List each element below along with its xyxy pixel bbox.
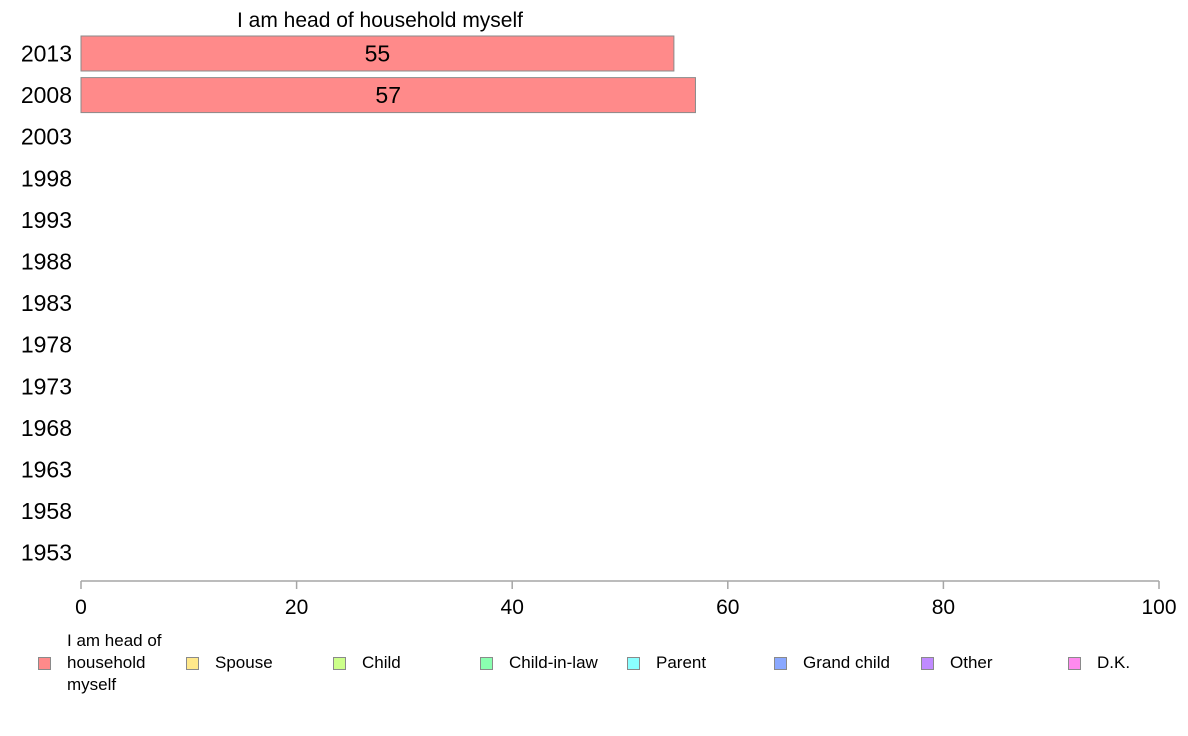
legend-label: Child — [362, 653, 401, 672]
legend-swatch — [627, 656, 640, 670]
y-tick-label-1958: 1958 — [21, 498, 72, 524]
legend-item-dk: D.K. — [1068, 630, 1130, 696]
y-tick-label-1988: 1988 — [21, 249, 72, 275]
legend-swatch — [480, 656, 493, 670]
legend-label: Spouse — [215, 653, 273, 672]
x-tick-label-20: 20 — [285, 596, 308, 619]
legend-swatch — [1068, 656, 1081, 670]
y-tick-label-2003: 2003 — [21, 124, 72, 150]
y-axis-labels: 2013 2008 2003 1998 1993 1988 1983 1978 1973 1968… — [21, 41, 72, 566]
y-tick-label-1963: 1963 — [21, 457, 72, 483]
legend-item-head-of-household: I am head of household myself — [38, 630, 182, 696]
bar-value-labels: 55 57 — [365, 41, 401, 109]
bars — [80, 35, 696, 114]
y-tick-label-2013: 2013 — [21, 41, 72, 67]
x-tick-label-100: 100 — [1141, 596, 1176, 619]
legend-item-child: Child — [333, 630, 401, 696]
legend-item-parent: Parent — [627, 630, 706, 696]
y-tick-label-1953: 1953 — [21, 540, 72, 566]
y-tick-label-1993: 1993 — [21, 207, 72, 233]
chart-title: I am head of household myself — [237, 9, 523, 32]
legend-label: I am head of household myself — [67, 631, 162, 694]
legend-label: Grand child — [803, 653, 890, 672]
legend-swatch — [38, 656, 51, 670]
bar-chart: I am head of household myself 2013200820… — [21, 9, 1177, 619]
legend-label: Parent — [656, 653, 707, 672]
y-tick-label-1973: 1973 — [21, 373, 72, 399]
bar-value-label-2013: 55 — [365, 41, 391, 67]
legend-swatch — [333, 656, 346, 670]
x-tick-label-80: 80 — [932, 596, 955, 619]
legend: I am head of household myself Spouse Chi… — [38, 630, 1178, 700]
y-tick-label-1968: 1968 — [21, 415, 72, 441]
legend-swatch — [921, 656, 934, 670]
x-tick-label-40: 40 — [501, 596, 524, 619]
legend-label: D.K. — [1097, 653, 1131, 672]
y-tick-label-1978: 1978 — [21, 332, 72, 358]
bar-2013 — [80, 35, 675, 72]
legend-swatch — [774, 656, 787, 670]
legend-swatch — [186, 656, 199, 670]
legend-item-other: Other — [921, 630, 993, 696]
x-axis: 0 20 40 60 80 100 — [75, 580, 1177, 619]
legend-item-child-in-law: Child-in-law — [480, 630, 598, 696]
y-tick-label-2008: 2008 — [21, 82, 72, 108]
bar-value-label-2008: 57 — [375, 82, 401, 108]
x-tick-label-0: 0 — [75, 596, 87, 619]
y-tick-label-1983: 1983 — [21, 290, 72, 316]
y-tick-label-1998: 1998 — [21, 165, 72, 191]
x-tick-label-60: 60 — [716, 596, 739, 619]
legend-item-grand-child: Grand child — [774, 630, 890, 696]
legend-label: Child-in-law — [509, 653, 598, 672]
bar-2008 — [80, 77, 696, 114]
legend-item-spouse: Spouse — [186, 630, 273, 696]
legend-label: Other — [950, 653, 993, 672]
